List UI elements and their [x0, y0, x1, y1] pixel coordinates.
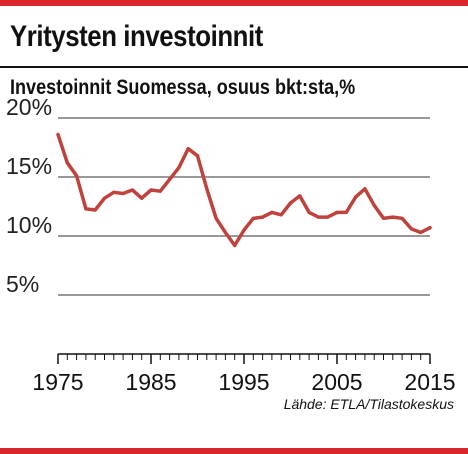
x-tick-label: 2015 [404, 369, 455, 395]
data-point [121, 191, 125, 196]
y-tick-label: 20% [6, 94, 52, 120]
data-point [84, 207, 88, 211]
data-point [242, 228, 246, 232]
data-point [335, 210, 339, 214]
data-point [428, 226, 432, 230]
data-point [354, 195, 358, 199]
data-point [112, 190, 116, 194]
data-point [344, 210, 348, 214]
chart-title: Yritysten investoinnit [10, 20, 263, 53]
data-point [381, 216, 386, 220]
y-tick-label: 5% [6, 271, 39, 297]
data-point [233, 243, 237, 248]
x-tick-label: 1985 [125, 369, 176, 395]
axis-layer: 20% 15% 10% 5% 1975 1985 1995 2005 2015 [6, 94, 456, 395]
data-point [261, 215, 265, 219]
data-point [75, 174, 79, 178]
data-point [298, 194, 302, 198]
data-point [195, 154, 200, 158]
y-tick-label: 10% [6, 212, 52, 238]
series-layer [56, 132, 432, 248]
data-point [65, 161, 69, 165]
data-point [205, 187, 209, 191]
source-note: Lähde: ETLA/Tilastokeskus [283, 396, 454, 412]
data-point [400, 216, 404, 220]
data-point [326, 215, 330, 219]
data-point [168, 177, 172, 181]
data-point [177, 165, 181, 170]
data-point [223, 230, 227, 235]
data-point [279, 213, 283, 217]
y-tick-label: 15% [6, 153, 52, 179]
data-point [409, 227, 413, 231]
data-point [307, 210, 311, 214]
data-point [130, 188, 134, 192]
chart-subtitle: Investoinnit Suomessa, osuus bkt:sta,% [10, 76, 356, 99]
data-point [316, 215, 320, 219]
data-point [270, 210, 274, 214]
data-point [158, 189, 162, 193]
data-point [149, 188, 153, 192]
data-point [372, 203, 376, 207]
data-point [56, 132, 60, 137]
data-point [214, 216, 218, 220]
data-point [288, 201, 293, 205]
x-tick-label: 1995 [218, 369, 269, 395]
x-tick-label: 2005 [311, 369, 362, 395]
x-tick-label: 1975 [32, 369, 83, 395]
bottom-accent-bar [0, 448, 468, 454]
data-point [186, 147, 190, 151]
data-point [419, 230, 423, 235]
data-point [251, 216, 255, 220]
title-divider [0, 66, 468, 68]
data-point [363, 187, 367, 191]
top-accent-bar [0, 0, 468, 6]
data-point [140, 196, 144, 200]
data-point [93, 208, 97, 212]
data-point [102, 196, 107, 200]
grid-layer [58, 117, 430, 296]
data-point [391, 215, 395, 219]
